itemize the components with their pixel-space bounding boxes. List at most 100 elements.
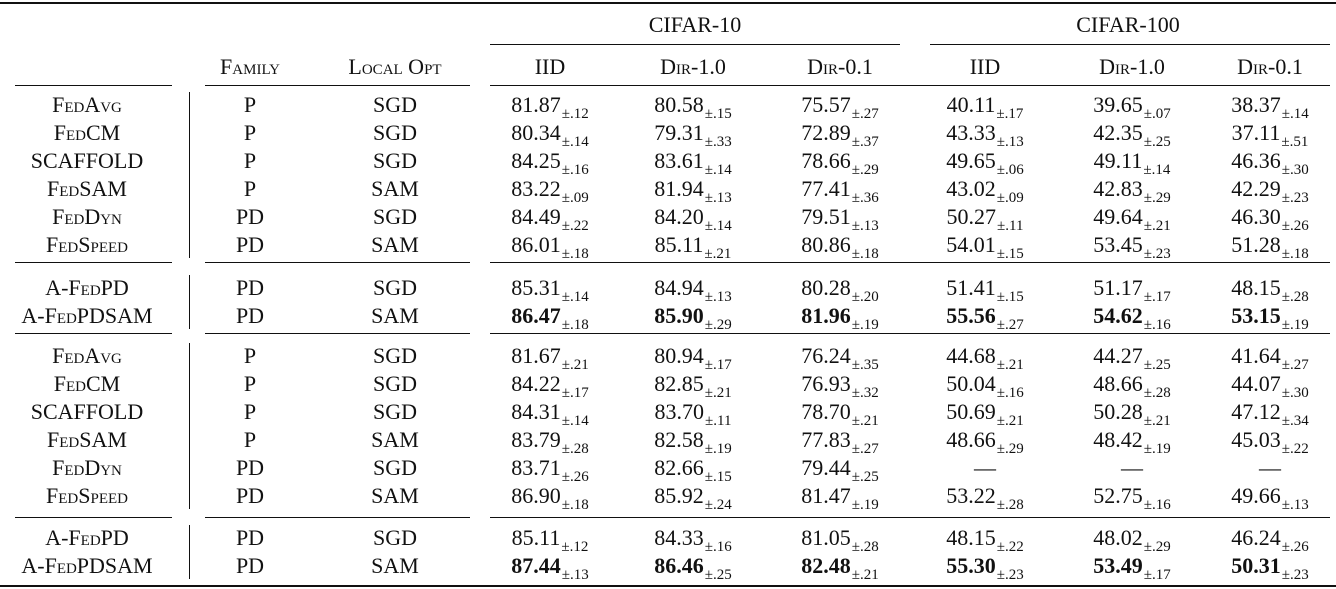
result-cell: 82.48±.21 [801, 554, 878, 582]
method-name: FedSAM [47, 175, 127, 201]
local-opt: SAM [371, 302, 419, 328]
std: ±.23 [1281, 189, 1309, 206]
mean: 78.66 [801, 147, 851, 173]
result-cell: 72.89±.37 [801, 119, 878, 149]
result-cell: 81.87±.12 [511, 92, 588, 122]
std: ±.14 [704, 161, 732, 178]
mean: 53.49 [1093, 552, 1143, 578]
family: PD [235, 525, 265, 550]
result-cell: 43.02±.09 [946, 175, 1023, 205]
vertical-rule [189, 525, 190, 579]
std: ±.11 [705, 412, 732, 429]
mean: 81.94 [654, 175, 704, 201]
family: P [243, 147, 257, 173]
std: ±.17 [996, 106, 1024, 122]
method-name: A-FedPDSAM [21, 552, 153, 578]
result-cell: 75.57±.27 [801, 94, 878, 122]
std: ±.17 [1143, 566, 1171, 583]
mean: 84.49 [511, 203, 561, 229]
local-opt: SGD [372, 92, 418, 117]
mean: 84.33 [654, 525, 704, 550]
rule [490, 517, 1330, 518]
std: ±.28 [996, 496, 1024, 513]
std: ±.14 [704, 217, 732, 234]
std: ±.36 [851, 189, 879, 206]
result-cell: 55.30±.23 [946, 554, 1023, 582]
std: ±.28 [1281, 289, 1309, 305]
result-cell: 42.29±.23 [1231, 177, 1308, 205]
mean: 46.30 [1231, 203, 1281, 229]
result-cell: 44.27±.25 [1093, 345, 1170, 373]
rule [0, 2, 1336, 4]
column-header: Dir-1.0 [1099, 54, 1165, 79]
result-cell: 84.20±.14 [654, 203, 731, 233]
family: PD [235, 482, 265, 508]
std: ±.09 [996, 189, 1024, 206]
family: PD [235, 231, 265, 257]
column-header: Local Opt [348, 54, 442, 79]
mean: 50.69 [946, 398, 996, 424]
result-cell: 86.47±.18 [511, 304, 588, 332]
result-cell: 38.37±.14 [1231, 92, 1308, 122]
result-cell: 80.94±.17 [654, 345, 731, 373]
mean: 81.87 [511, 92, 561, 117]
std: ±.13 [1281, 496, 1309, 513]
std: ±.16 [704, 539, 732, 555]
std: ±.13 [704, 189, 732, 206]
result-cell: 48.66±.28 [1093, 372, 1170, 400]
mean: 49.11 [1093, 147, 1143, 173]
mean: 81.67 [511, 343, 561, 368]
mean: 72.89 [801, 119, 851, 145]
result-cell: 43.33±.13 [946, 121, 1023, 149]
std: ±.22 [1281, 440, 1309, 457]
std: ±.13 [851, 217, 879, 234]
result-cell: 83.22±.09 [511, 177, 588, 205]
std: ±.27 [996, 316, 1024, 333]
mean: 86.90 [511, 482, 561, 508]
std: ±.12 [561, 106, 589, 122]
std: ±.25 [1143, 133, 1171, 150]
std: ±.14 [561, 133, 589, 150]
std: ±.29 [996, 440, 1024, 457]
std: ±.27 [851, 106, 879, 122]
std: ±.07 [1143, 106, 1171, 122]
result-cell: 87.44±.13 [511, 554, 588, 582]
mean: 82.58 [654, 426, 704, 452]
std: ±.06 [996, 161, 1024, 178]
std: ±.28 [851, 539, 879, 555]
mean: 53.22 [946, 482, 996, 508]
column-header: Dir-0.1 [1237, 54, 1303, 79]
family: P [243, 119, 257, 145]
std: ±.24 [704, 496, 732, 513]
rule [15, 85, 172, 86]
result-cell: 40.11±.17 [946, 92, 1024, 122]
mean: 84.20 [654, 203, 704, 229]
mean: 39.65 [1093, 92, 1143, 117]
result-cell: 50.27±.11 [947, 205, 1024, 233]
mean: 47.12 [1231, 398, 1281, 424]
local-opt: SGD [372, 454, 418, 480]
family: P [243, 175, 257, 201]
mean: 84.94 [654, 275, 704, 300]
mean: 76.93 [801, 370, 851, 396]
mean: 40.11 [946, 92, 996, 117]
mean: 49.64 [1093, 203, 1143, 229]
result-cell: 54.01±.15 [946, 233, 1023, 261]
result-cell: 85.31±.14 [511, 277, 588, 305]
result-cell: 85.11±.21 [655, 233, 732, 261]
std: ±.18 [561, 316, 589, 333]
result-cell: 53.15±.19 [1231, 304, 1308, 332]
result-cell: 54.62±.16 [1093, 304, 1170, 332]
method-name: FedCM [53, 119, 121, 145]
mean: 43.02 [946, 175, 996, 201]
local-opt: SGD [372, 119, 418, 145]
std: ±.17 [561, 384, 589, 401]
result-cell: 81.96±.19 [801, 304, 878, 332]
mean: 38.37 [1231, 92, 1281, 117]
local-opt: SGD [372, 343, 418, 368]
result-cell: 37.11±.51 [1232, 121, 1309, 149]
result-cell: 84.22±.17 [511, 372, 588, 400]
std: ±.34 [1281, 412, 1309, 429]
vertical-rule [189, 275, 190, 329]
local-opt: SGD [372, 398, 418, 424]
